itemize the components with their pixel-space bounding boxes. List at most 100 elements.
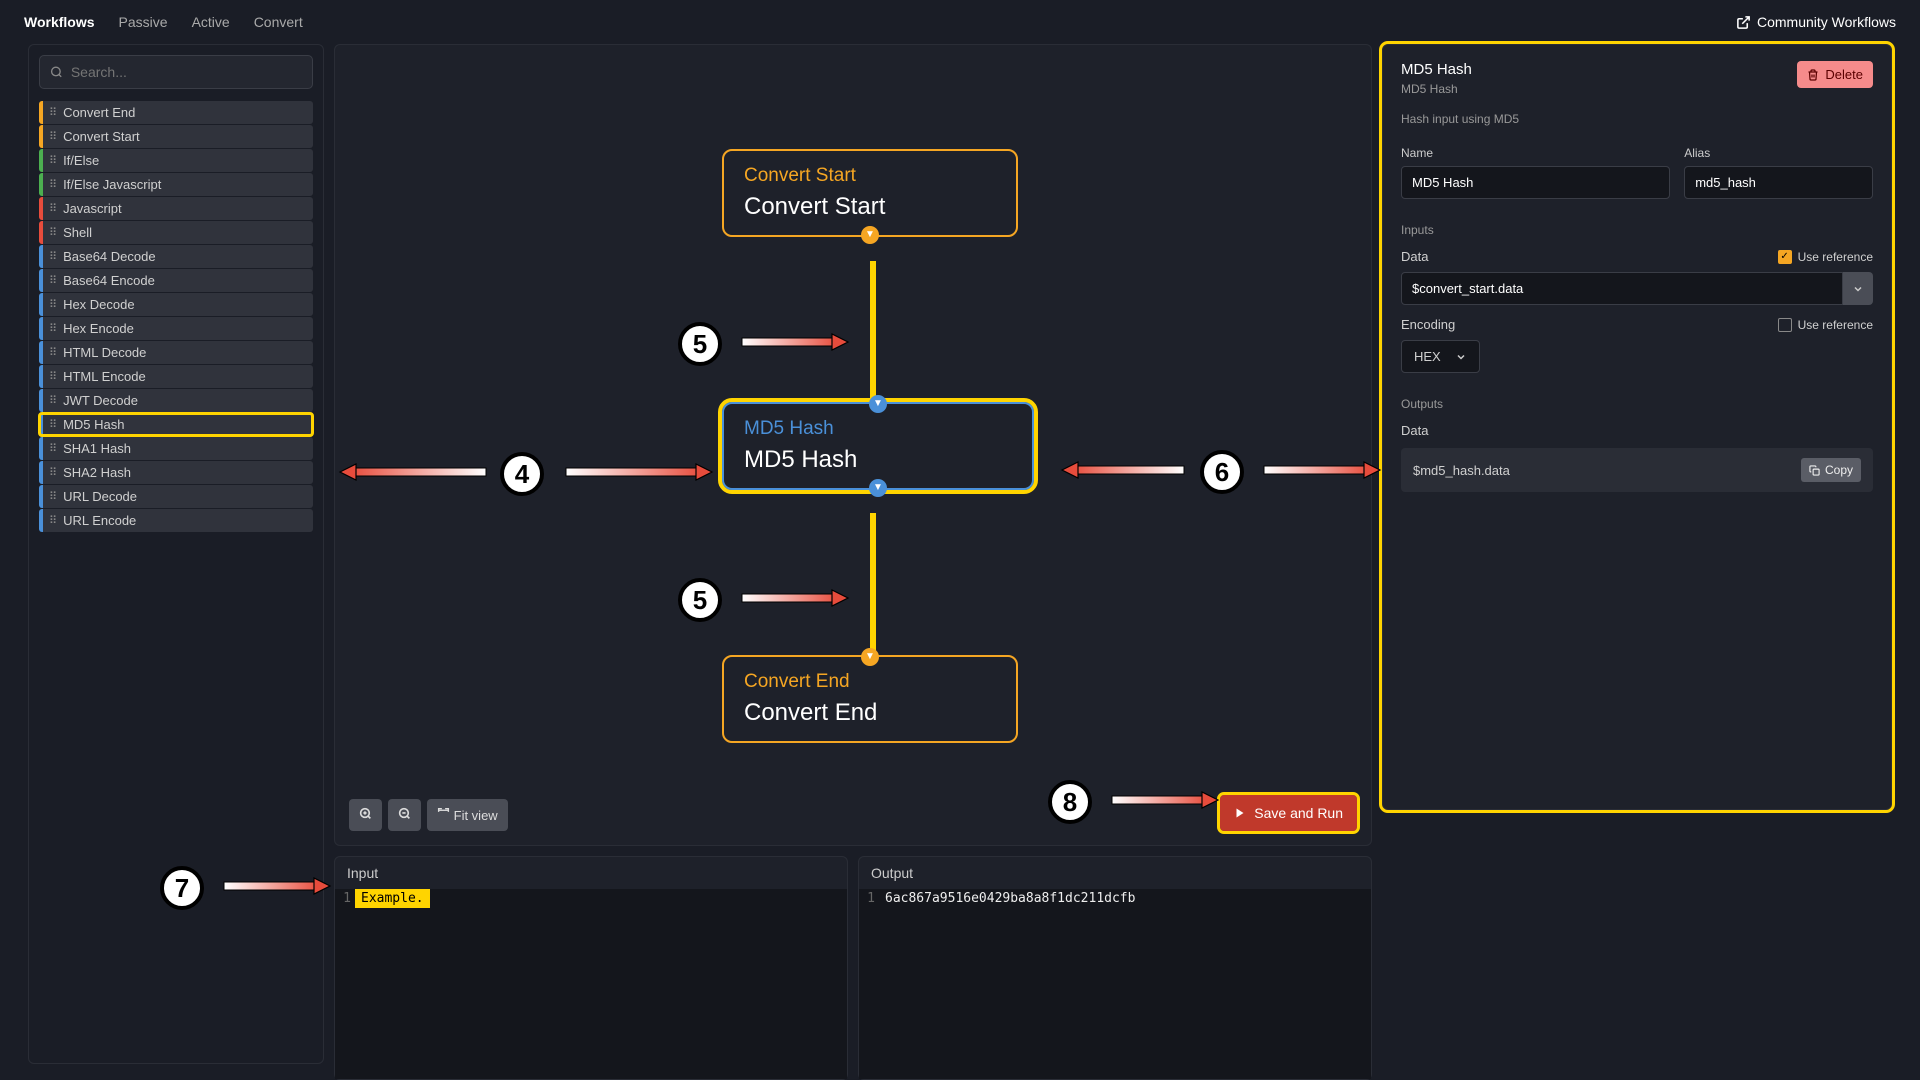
annotation-arrow	[1252, 460, 1382, 480]
grip-icon: ⠿	[49, 442, 57, 455]
annotation-arrow	[1060, 460, 1196, 480]
use-reference-data-checkbox[interactable]: ✓ Use reference	[1778, 250, 1873, 264]
palette-item-convert-end[interactable]: ⠿Convert End	[39, 101, 313, 124]
trash-icon	[1807, 69, 1819, 81]
annotation-badge-6: 6	[1200, 450, 1244, 494]
grip-icon: ⠿	[49, 106, 57, 119]
data-reference-dropdown[interactable]	[1843, 272, 1873, 305]
encoding-label: Encoding	[1401, 317, 1455, 332]
input-body[interactable]: 1Example.	[335, 889, 847, 1079]
inspector-subtitle: MD5 Hash	[1401, 82, 1519, 96]
name-label: Name	[1401, 146, 1670, 160]
annotation-badge-5: 5	[678, 322, 722, 366]
output-body: 16ac867a9516e0429ba8a8f1dc211dcfb	[859, 889, 1371, 1079]
alias-input[interactable]	[1684, 166, 1873, 199]
grip-icon: ⠿	[49, 514, 57, 527]
alias-label: Alias	[1684, 146, 1873, 160]
palette-item-url-encode[interactable]: ⠿URL Encode	[39, 509, 313, 532]
node-list: ⠿Convert End⠿Convert Start⠿If/Else⠿If/El…	[39, 101, 313, 532]
name-input[interactable]	[1401, 166, 1670, 199]
output-value: 6ac867a9516e0429ba8a8f1dc211dcfb	[881, 891, 1139, 906]
annotation-badge-7: 7	[160, 866, 204, 910]
node-palette-sidebar: ⠿Convert End⠿Convert Start⠿If/Else⠿If/El…	[28, 44, 324, 1064]
search-input-container[interactable]	[39, 55, 313, 89]
palette-item-if-else[interactable]: ⠿If/Else	[39, 149, 313, 172]
use-reference-encoding-checkbox[interactable]: Use reference	[1778, 318, 1873, 332]
search-icon	[50, 65, 63, 79]
tab-passive[interactable]: Passive	[119, 4, 168, 40]
outputs-section-label: Outputs	[1401, 397, 1873, 411]
port-out[interactable]: ▼	[861, 226, 879, 244]
flow-node-convert-end[interactable]: Convert EndConvert End▼	[722, 655, 1018, 743]
palette-item-base64-decode[interactable]: ⠿Base64 Decode	[39, 245, 313, 268]
port-in[interactable]: ▼	[869, 395, 887, 413]
grip-icon: ⠿	[49, 490, 57, 503]
flow-node-md5-hash[interactable]: MD5 HashMD5 Hash▼▼	[722, 402, 1034, 490]
palette-item-javascript[interactable]: ⠿Javascript	[39, 197, 313, 220]
port-in[interactable]: ▼	[861, 648, 879, 666]
annotation-arrow	[554, 462, 714, 482]
grip-icon: ⠿	[49, 250, 57, 263]
tab-workflows[interactable]: Workflows	[24, 4, 95, 40]
play-icon	[1234, 807, 1246, 819]
output-label: Output	[859, 857, 1371, 889]
palette-item-jwt-decode[interactable]: ⠿JWT Decode	[39, 389, 313, 412]
grip-icon: ⠿	[49, 154, 57, 167]
grip-icon: ⠿	[49, 418, 57, 431]
chevron-down-icon	[1455, 351, 1467, 363]
data-label: Data	[1401, 249, 1428, 264]
io-panels: Input 1Example. Output 16ac867a9516e0429…	[334, 856, 1372, 1080]
encoding-select[interactable]: HEX	[1401, 340, 1480, 373]
palette-item-sha2-hash[interactable]: ⠿SHA2 Hash	[39, 461, 313, 484]
zoom-out-button[interactable]	[388, 799, 421, 831]
flow-node-convert-start[interactable]: Convert StartConvert Start▼	[722, 149, 1018, 237]
copy-icon	[1809, 465, 1820, 476]
fit-view-button[interactable]: Fit view	[427, 799, 508, 831]
port-out[interactable]: ▼	[869, 479, 887, 497]
palette-item-shell[interactable]: ⠿Shell	[39, 221, 313, 244]
chevron-down-icon	[1852, 283, 1864, 295]
edge	[870, 513, 876, 659]
tab-convert[interactable]: Convert	[254, 4, 303, 40]
grip-icon: ⠿	[49, 298, 57, 311]
annotation-badge-8: 8	[1048, 780, 1092, 824]
inputs-section-label: Inputs	[1401, 223, 1873, 237]
palette-item-md5-hash[interactable]: ⠿MD5 Hash	[39, 413, 313, 436]
grip-icon: ⠿	[49, 466, 57, 479]
grip-icon: ⠿	[49, 130, 57, 143]
grip-icon: ⠿	[49, 274, 57, 287]
community-workflows-link[interactable]: Community Workflows	[1736, 14, 1896, 30]
delete-button[interactable]: Delete	[1797, 61, 1873, 88]
palette-item-convert-start[interactable]: ⠿Convert Start	[39, 125, 313, 148]
workflow-canvas[interactable]: Fit view Save and Run Convert StartConve…	[334, 44, 1372, 846]
palette-item-html-encode[interactable]: ⠿HTML Encode	[39, 365, 313, 388]
palette-item-hex-encode[interactable]: ⠿Hex Encode	[39, 317, 313, 340]
copy-button[interactable]: Copy	[1801, 458, 1861, 482]
output-panel: Output 16ac867a9516e0429ba8a8f1dc211dcfb	[858, 856, 1372, 1080]
palette-item-url-decode[interactable]: ⠿URL Decode	[39, 485, 313, 508]
checkbox-checked-icon: ✓	[1778, 250, 1792, 264]
grip-icon: ⠿	[49, 394, 57, 407]
palette-item-if-else-javascript[interactable]: ⠿If/Else Javascript	[39, 173, 313, 196]
input-panel: Input 1Example.	[334, 856, 848, 1080]
input-value: Example.	[357, 891, 428, 906]
grip-icon: ⠿	[49, 322, 57, 335]
output-data-value: $md5_hash.data	[1413, 463, 1510, 478]
grip-icon: ⠿	[49, 178, 57, 191]
search-input[interactable]	[71, 64, 302, 80]
input-label: Input	[335, 857, 847, 889]
canvas-controls: Fit view	[349, 799, 508, 831]
palette-item-html-decode[interactable]: ⠿HTML Decode	[39, 341, 313, 364]
grip-icon: ⠿	[49, 226, 57, 239]
palette-item-sha1-hash[interactable]: ⠿SHA1 Hash	[39, 437, 313, 460]
palette-item-hex-decode[interactable]: ⠿Hex Decode	[39, 293, 313, 316]
topbar: Workflows Passive Active Convert Community …	[0, 0, 1920, 44]
palette-item-base64-encode[interactable]: ⠿Base64 Encode	[39, 269, 313, 292]
data-reference-input[interactable]	[1401, 272, 1843, 305]
zoom-in-button[interactable]	[349, 799, 382, 831]
save-and-run-button[interactable]: Save and Run	[1220, 795, 1357, 831]
checkbox-unchecked-icon	[1778, 318, 1792, 332]
tab-active[interactable]: Active	[192, 4, 230, 40]
grip-icon: ⠿	[49, 370, 57, 383]
annotation-badge-4: 4	[500, 452, 544, 496]
